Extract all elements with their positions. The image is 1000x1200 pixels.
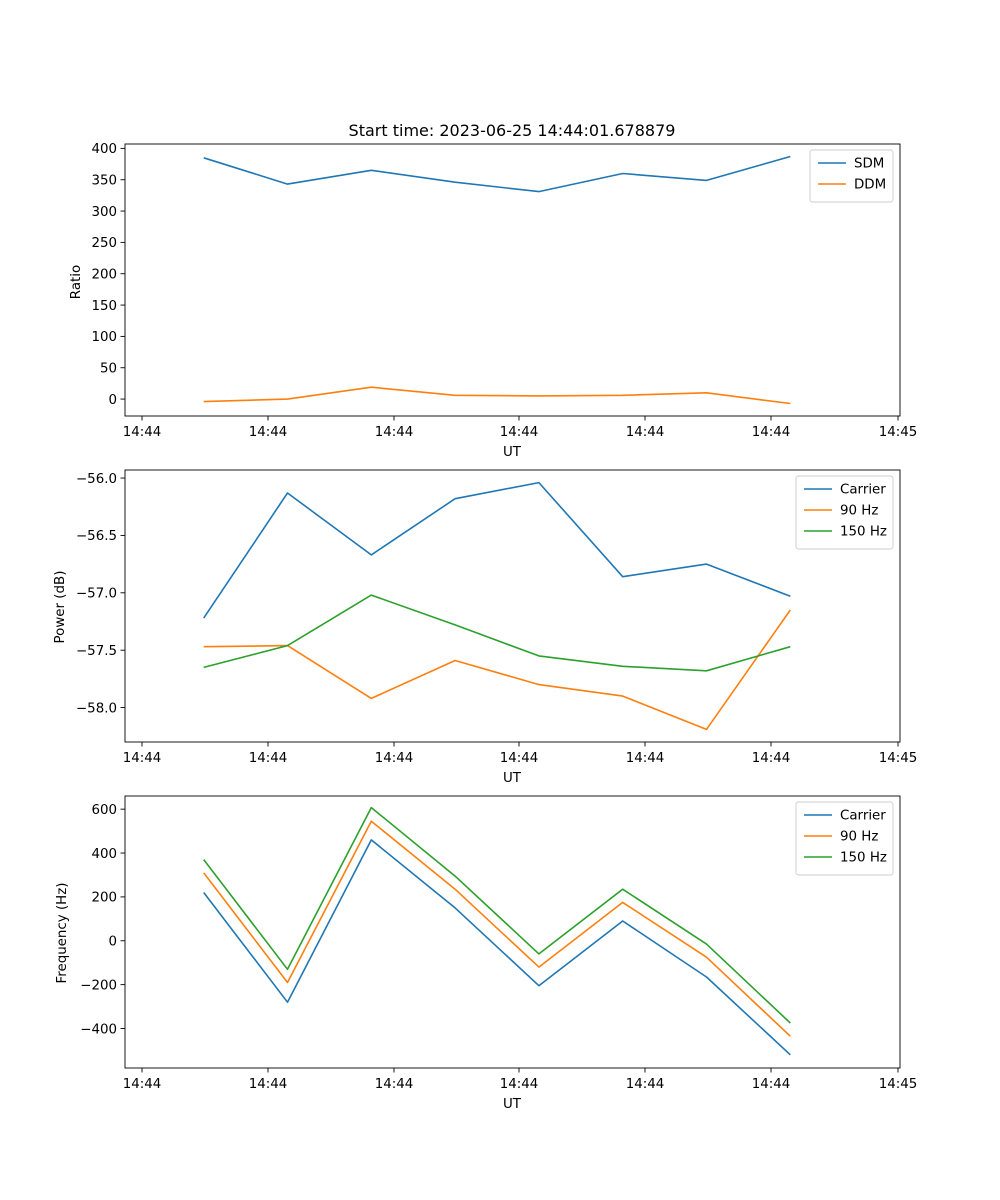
- frequency-subplot: UT Frequency (Hz) 14:44 14:44 14:44 14:44 14…: [55, 795, 918, 1112]
- x-tick-label: 14:44: [626, 1077, 665, 1092]
- series-line-90-hz: [203, 609, 791, 731]
- y-axis-label: Frequency (Hz): [55, 883, 70, 984]
- series-line-150-hz: [203, 594, 791, 672]
- y-tick-label: −400: [80, 1022, 117, 1037]
- x-tick-label: 14:45: [879, 1077, 918, 1092]
- legend-label: Carrier: [840, 483, 886, 498]
- legend-label: 90 Hz: [840, 830, 878, 845]
- x-axis-label: UT: [503, 771, 522, 786]
- x-tick-label: 14:44: [626, 751, 665, 766]
- x-tick-label: 14:44: [249, 751, 288, 766]
- y-tick-label: 0: [108, 935, 117, 950]
- x-tick-label: 14:45: [879, 425, 918, 440]
- y-tick-label: 150: [91, 299, 117, 314]
- x-tick-label: 14:44: [500, 1077, 539, 1092]
- y-tick-label: −56.5: [76, 529, 117, 544]
- series-line-150-hz: [203, 806, 791, 1024]
- chart-title: Start time: 2023-06-25 14:44:01.678879: [349, 121, 676, 140]
- x-tick-label: 14:44: [123, 1077, 162, 1092]
- series-line-90-hz: [203, 820, 791, 1037]
- legend-label: 90 Hz: [840, 504, 878, 519]
- x-tick-label: 14:44: [626, 425, 665, 440]
- y-axis-label: Power (dB): [53, 571, 68, 644]
- y-tick-label: 200: [91, 891, 117, 906]
- x-tick-label: 14:44: [752, 1077, 791, 1092]
- y-tick-label: 350: [91, 174, 117, 189]
- x-tick-label: 14:44: [249, 1077, 288, 1092]
- x-tick-label: 14:44: [123, 751, 162, 766]
- series-line-ddm: [203, 386, 791, 405]
- series-line-sdm: [203, 155, 791, 193]
- y-tick-label: −57.5: [76, 644, 117, 659]
- y-tick-label: 200: [91, 268, 117, 283]
- x-axis-label: UT: [503, 445, 522, 460]
- y-tick-label: −57.0: [76, 587, 117, 602]
- y-tick-label: 400: [91, 142, 117, 157]
- y-tick-label: 0: [108, 393, 117, 408]
- y-tick-label: 50: [100, 362, 117, 377]
- series-line-carrier: [203, 481, 791, 619]
- legend-label: 150 Hz: [840, 525, 887, 540]
- x-tick-label: 14:44: [375, 425, 414, 440]
- plot-frame: [124, 469, 901, 743]
- legend-label: 150 Hz: [840, 851, 887, 866]
- y-tick-label: −200: [80, 978, 117, 993]
- legend-label: SDM: [854, 157, 884, 172]
- y-tick-label: −56.0: [76, 472, 117, 487]
- y-tick-label: 100: [91, 330, 117, 345]
- x-tick-label: 14:44: [500, 425, 539, 440]
- x-tick-label: 14:44: [375, 751, 414, 766]
- legend-label: Carrier: [840, 809, 886, 824]
- x-tick-label: 14:44: [500, 751, 539, 766]
- y-tick-label: 250: [91, 236, 117, 251]
- plot-frame: [124, 143, 901, 417]
- ratio-subplot: Start time: 2023-06-25 14:44:01.678879 U…: [69, 121, 917, 460]
- power-subplot: UT Power (dB) 14:44 14:44 14:44 14:44 14:44 1…: [53, 469, 918, 786]
- x-tick-label: 14:44: [752, 751, 791, 766]
- series-line-carrier: [203, 839, 791, 1056]
- y-axis-label: Ratio: [69, 265, 84, 299]
- x-tick-label: 14:44: [752, 425, 791, 440]
- plot-frame: [124, 795, 901, 1069]
- x-tick-label: 14:45: [879, 751, 918, 766]
- y-tick-label: 600: [91, 803, 117, 818]
- y-tick-label: −58.0: [76, 701, 117, 716]
- x-tick-label: 14:44: [249, 425, 288, 440]
- x-tick-label: 14:44: [123, 425, 162, 440]
- y-tick-label: 300: [91, 205, 117, 220]
- legend-label: DDM: [854, 178, 886, 193]
- x-tick-label: 14:44: [375, 1077, 414, 1092]
- x-axis-label: UT: [503, 1097, 522, 1112]
- y-tick-label: 400: [91, 847, 117, 862]
